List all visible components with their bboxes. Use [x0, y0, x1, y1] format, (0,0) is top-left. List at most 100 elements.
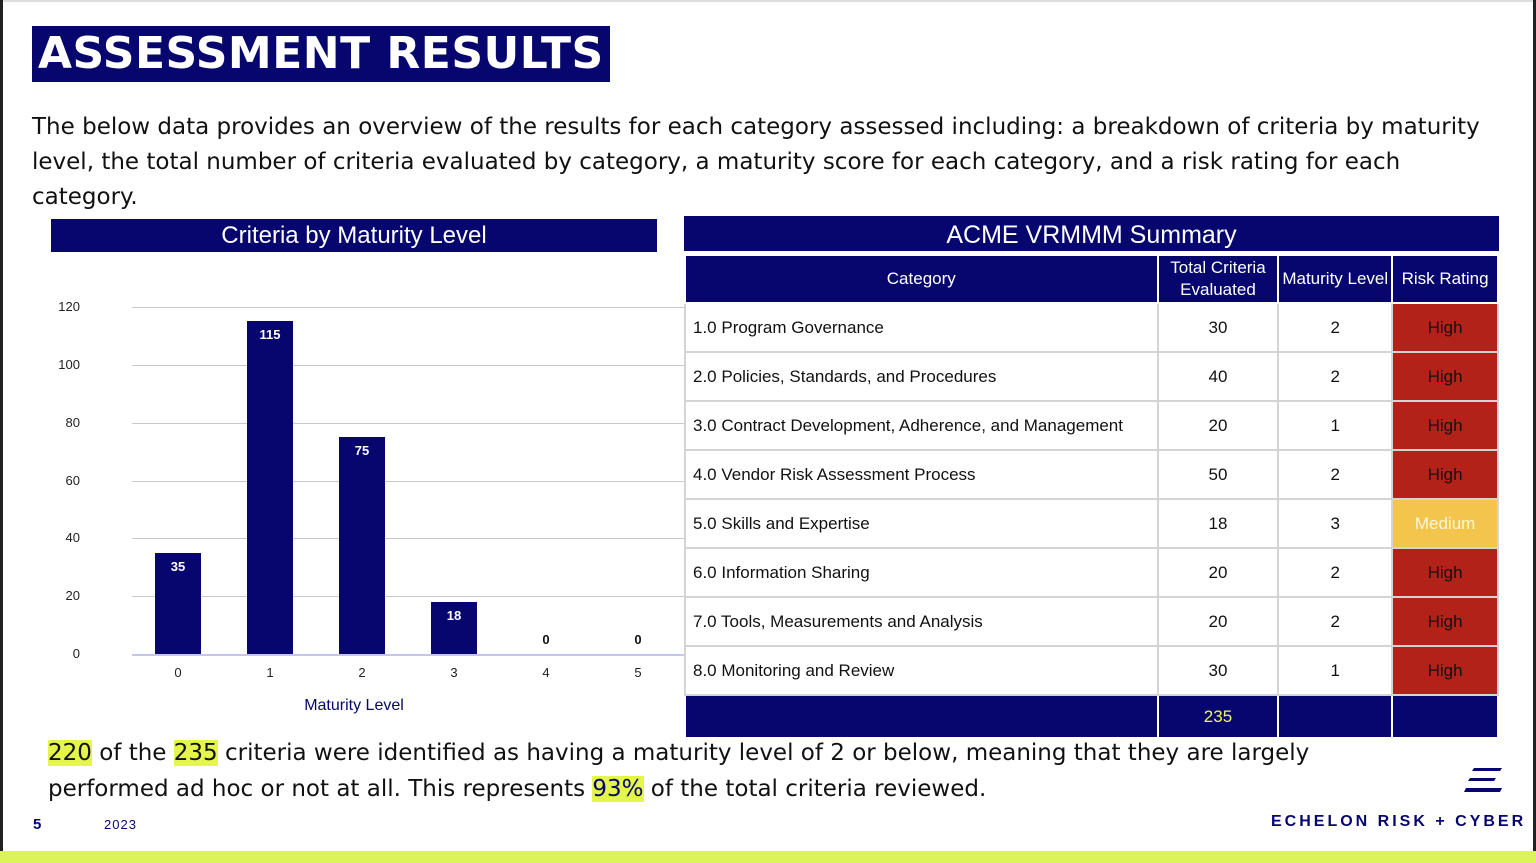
maturity-level-cell: 2 [1277, 302, 1394, 353]
maturity-level-cell: 2 [1277, 449, 1394, 500]
risk-rating-cell: High [1391, 449, 1499, 500]
total-criteria-cell: 30 [1156, 302, 1280, 353]
table-row: 1.0 Program Governance 30 2 High [684, 302, 1499, 353]
highlight-percent: 93% [592, 776, 644, 802]
highlight-low-count: 220 [48, 740, 92, 766]
risk-rating-cell: Medium [1391, 498, 1499, 549]
total-row-label-cell [684, 694, 1159, 739]
maturity-level-cell: 2 [1277, 351, 1394, 402]
column-header-risk-rating: Risk Rating [1391, 254, 1499, 304]
bar-data-label: 0 [542, 632, 550, 647]
total-criteria-cell: 30 [1156, 645, 1280, 696]
table-row: 7.0 Tools, Measurements and Analysis 20 2 H… [684, 596, 1499, 647]
table-total-row: 235 [684, 694, 1499, 739]
y-axis-tick: 0 [72, 646, 80, 661]
table-row: 6.0 Information Sharing 20 2 High [684, 547, 1499, 598]
maturity-level-cell: 2 [1277, 547, 1394, 598]
category-cell: 5.0 Skills and Expertise [684, 498, 1159, 549]
total-criteria-cell: 40 [1156, 351, 1280, 402]
page-number: 5 [33, 816, 42, 833]
y-axis-tick: 80 [65, 414, 80, 430]
x-axis-tick: 1 [266, 665, 274, 680]
category-cell: 3.0 Contract Development, Adherence, and… [684, 400, 1159, 451]
table-header-row: Category Total Criteria Evaluated Maturi… [684, 254, 1499, 304]
column-header-maturity-level: Maturity Level [1277, 254, 1394, 304]
chart-bar [155, 552, 201, 654]
footer-year: 2023 [104, 817, 137, 832]
table-row: 4.0 Vendor Risk Assessment Process 50 2 Hig… [684, 449, 1499, 500]
x-axis-tick: 0 [174, 665, 182, 680]
category-cell: 7.0 Tools, Measurements and Analysis [684, 596, 1159, 647]
maturity-level-cell: 1 [1277, 400, 1394, 451]
category-cell: 2.0 Policies, Standards, and Procedures [684, 351, 1159, 402]
table-row: 2.0 Policies, Standards, and Procedures 4… [684, 351, 1499, 402]
total-row-empty-cell [1391, 694, 1499, 739]
bar-chart: Maturity Level 0 20 40 60 80 100 120 35 0 115 1 75 2… [40, 290, 684, 720]
category-cell: 1.0 Program Governance [684, 302, 1159, 353]
summary-text-part: criteria were identified as having a mat… [48, 740, 1310, 802]
risk-rating-cell: High [1391, 351, 1499, 402]
echelon-e-logo-icon [1464, 768, 1502, 792]
table-row: 5.0 Skills and Expertise 18 3 Medium [684, 498, 1499, 549]
summary-paragraph: 220 of the 235 criteria were identified … [48, 735, 1428, 807]
table-title: ACME VRMMM Summary [684, 216, 1499, 251]
x-axis-label: Maturity Level [304, 697, 404, 714]
table-row: 3.0 Contract Development, Adherence, and… [684, 400, 1499, 451]
maturity-level-cell: 2 [1277, 596, 1394, 647]
y-axis-tick: 100 [58, 356, 80, 372]
bar-data-label: 115 [259, 327, 281, 343]
gridline [132, 596, 684, 598]
gridline [132, 422, 684, 424]
summary-text-part: of the [91, 740, 174, 766]
bar-data-label: 18 [446, 607, 462, 623]
window-right-border [1533, 0, 1536, 863]
accent-bar [0, 851, 1536, 863]
x-axis-tick: 4 [542, 665, 550, 680]
risk-rating-cell: High [1391, 645, 1499, 696]
chart-bar [431, 601, 477, 654]
x-axis-tick: 5 [634, 665, 642, 680]
slide-top-border [0, 0, 1536, 2]
table-row: 8.0 Monitoring and Review 30 1 High [684, 645, 1499, 696]
x-axis-tick: 3 [450, 665, 458, 680]
gridline [132, 480, 684, 482]
category-cell: 8.0 Monitoring and Review [684, 645, 1159, 696]
bar-data-label: 0 [634, 632, 642, 647]
bar-data-label: 35 [170, 558, 186, 574]
y-axis-tick: 40 [65, 530, 80, 546]
gridline [132, 307, 684, 308]
slide-title: ASSESSMENT RESULTS [32, 26, 610, 82]
total-criteria-cell: 20 [1156, 400, 1280, 451]
risk-rating-cell: High [1391, 302, 1499, 353]
summary-text-part: of the total criteria reviewed. [643, 776, 987, 802]
risk-rating-cell: High [1391, 400, 1499, 451]
total-criteria-cell: 50 [1156, 449, 1280, 500]
summary-table: Category Total Criteria Evaluated Maturi… [684, 254, 1499, 739]
highlight-total-count: 235 [173, 740, 218, 766]
maturity-level-cell: 1 [1277, 645, 1394, 696]
total-criteria-cell: 20 [1156, 547, 1280, 598]
column-header-category: Category [684, 254, 1159, 304]
risk-rating-cell: High [1391, 547, 1499, 598]
category-cell: 4.0 Vendor Risk Assessment Process [684, 449, 1159, 500]
intro-paragraph: The below data provides an overview of t… [32, 114, 1480, 210]
window-left-border [0, 0, 3, 863]
total-row-empty-cell [1277, 694, 1394, 739]
chart-title: Criteria by Maturity Level [51, 219, 657, 252]
total-criteria-cell: 20 [1156, 596, 1280, 647]
gridline [132, 538, 684, 540]
column-header-total-criteria: Total Criteria Evaluated [1156, 254, 1280, 304]
chart-bar [247, 321, 293, 654]
gridline [132, 364, 684, 366]
total-criteria-value: 235 [1156, 694, 1280, 739]
maturity-level-cell: 3 [1277, 498, 1394, 549]
category-cell: 6.0 Information Sharing [684, 547, 1159, 598]
total-criteria-cell: 18 [1156, 498, 1280, 549]
x-axis-line [132, 654, 684, 656]
risk-rating-cell: High [1391, 596, 1499, 647]
chart-bar [339, 437, 385, 654]
brand-name: ECHELON RISK + CYBER [1271, 813, 1527, 830]
x-axis-tick: 2 [358, 665, 366, 680]
y-axis-tick: 60 [65, 472, 80, 488]
y-axis-tick: 20 [65, 588, 80, 604]
